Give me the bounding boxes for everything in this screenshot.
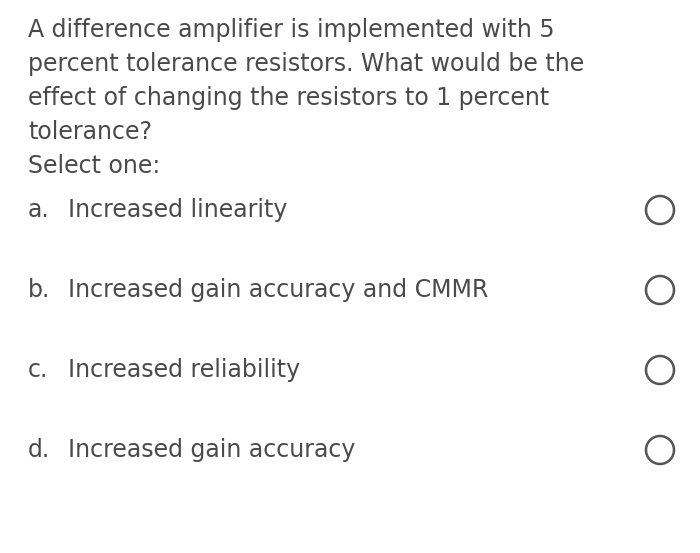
Text: Increased reliability: Increased reliability xyxy=(68,358,300,382)
Text: Select one:: Select one: xyxy=(28,154,160,178)
Text: tolerance?: tolerance? xyxy=(28,120,152,144)
Text: c.: c. xyxy=(28,358,48,382)
Text: Increased gain accuracy: Increased gain accuracy xyxy=(68,438,356,462)
Text: Increased linearity: Increased linearity xyxy=(68,198,288,222)
Text: d.: d. xyxy=(28,438,50,462)
Text: Increased gain accuracy and CMMR: Increased gain accuracy and CMMR xyxy=(68,278,489,302)
Text: a.: a. xyxy=(28,198,50,222)
Text: b.: b. xyxy=(28,278,50,302)
Text: percent tolerance resistors. What would be the: percent tolerance resistors. What would … xyxy=(28,52,584,76)
Text: A difference amplifier is implemented with 5: A difference amplifier is implemented wi… xyxy=(28,18,554,42)
Text: effect of changing the resistors to 1 percent: effect of changing the resistors to 1 pe… xyxy=(28,86,550,110)
